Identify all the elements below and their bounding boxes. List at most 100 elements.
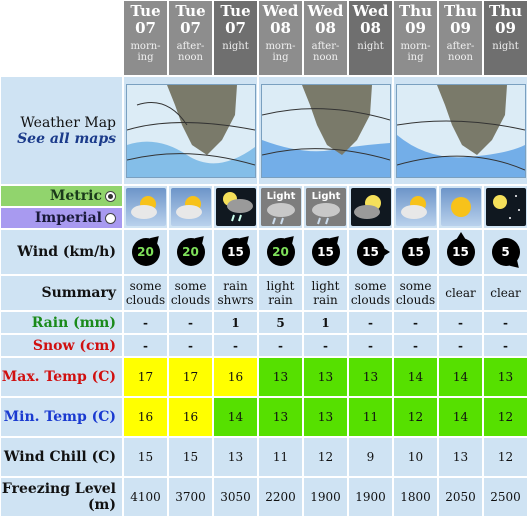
freezing-level-cell: 3050 — [214, 478, 257, 516]
freezing-level-cell: 3700 — [169, 478, 212, 516]
wind-arrow-icon: 20 — [131, 232, 162, 266]
wind-arrow-icon: 15 — [311, 232, 342, 266]
day-date: 07 — [135, 19, 156, 37]
weather-map-graphic — [126, 84, 255, 177]
max-temp-cell: 14 — [394, 358, 437, 396]
weather-map-image[interactable] — [260, 83, 391, 178]
summary-cell: rain shwrs — [214, 276, 257, 310]
wind-arrow-icon: 15 — [446, 232, 475, 266]
weather-map-cell — [259, 77, 392, 184]
snow-cell: - — [214, 335, 257, 356]
day-header: Tue 07 morn-ing — [124, 1, 167, 75]
max-temp-cell: 13 — [349, 358, 392, 396]
day-name: Thu — [444, 2, 477, 20]
light-rain-text: Light — [311, 191, 340, 202]
wind-arrow-icon: 20 — [266, 232, 297, 266]
wind-cell: 20 — [259, 230, 302, 274]
weather-map-image[interactable] — [125, 83, 256, 178]
wind-cell: 20 — [169, 230, 212, 274]
rain-label: Rain (mm) — [1, 312, 122, 333]
rain-cell: - — [169, 312, 212, 333]
imperial-radio[interactable] — [105, 212, 116, 224]
day-header: Wed 08 morn-ing — [259, 1, 302, 75]
day-date: 09 — [405, 19, 426, 37]
min-temp-cell: 16 — [124, 398, 167, 436]
wind-arrow-icon: 20 — [176, 232, 207, 266]
summary-cell: clear — [439, 276, 482, 310]
wind-cell: 15 — [439, 230, 482, 274]
wind-cell: 15 — [349, 230, 392, 274]
day-name: Thu — [489, 2, 522, 20]
day-date: 09 — [450, 19, 471, 37]
day-time: night — [492, 41, 519, 52]
metric-label: Metric — [49, 188, 102, 204]
freezing-level-cell: 1900 — [304, 478, 347, 516]
day-date: 07 — [225, 19, 246, 37]
wind-arrow-icon: 15 — [221, 232, 252, 266]
day-date: 09 — [495, 19, 516, 37]
weather-icon-cell — [124, 186, 167, 228]
day-time: morn-ing — [130, 41, 161, 63]
partly-cloudy-sun-icon — [125, 188, 166, 226]
snow-cell: - — [259, 335, 302, 356]
max-temp-cell: 17 — [169, 358, 212, 396]
see-all-maps-link[interactable]: See all maps — [17, 130, 116, 147]
day-time: night — [222, 41, 249, 52]
partly-cloudy-sun-icon — [395, 188, 436, 226]
day-date: 08 — [360, 19, 381, 37]
wind-chill-cell: 11 — [259, 438, 302, 476]
weather-icon-row: Metric Imperial Light Light — [1, 186, 527, 228]
wind-speed: 15 — [407, 245, 424, 259]
day-header: Tue 07 after-noon — [169, 1, 212, 75]
wind-cell: 15 — [214, 230, 257, 274]
rain-cell: - — [394, 312, 437, 333]
snow-cell: - — [349, 335, 392, 356]
min-temp-cell: 12 — [394, 398, 437, 436]
units-imperial-option[interactable]: Imperial — [1, 208, 122, 228]
day-header: Wed 08 after-noon — [304, 1, 347, 75]
freezing-level-label: Freezing Level (m) — [1, 478, 122, 516]
summary-label: Summary — [1, 276, 122, 310]
day-date: 07 — [180, 19, 201, 37]
light-rain-icon: Light — [260, 188, 301, 226]
freezing-level-cell: 4100 — [124, 478, 167, 516]
freezing-level-cell: 1900 — [349, 478, 392, 516]
weather-icon-cell — [439, 186, 482, 228]
min-temp-cell: 14 — [214, 398, 257, 436]
wind-chill-cell: 12 — [304, 438, 347, 476]
weather-map-row: Weather Map See all maps — [1, 77, 527, 184]
metric-radio[interactable] — [105, 190, 116, 202]
corner-blank — [1, 1, 122, 75]
day-time: after-noon — [446, 41, 475, 63]
min-temp-cell: 16 — [169, 398, 212, 436]
min-temp-cell: 14 — [439, 398, 482, 436]
wind-arrow-icon: 15 — [356, 238, 390, 266]
wind-speed: 15 — [227, 245, 244, 259]
wind-speed: 5 — [501, 245, 510, 259]
min-temp-cell: 13 — [304, 398, 347, 436]
day-time: night — [357, 41, 384, 52]
weather-icon-cell — [394, 186, 437, 228]
partly-cloudy-sun-icon — [170, 188, 211, 226]
max-temp-cell: 16 — [214, 358, 257, 396]
snow-cell: - — [304, 335, 347, 356]
wind-chill-cell: 15 — [124, 438, 167, 476]
weather-map-label: Weather Map See all maps — [1, 77, 122, 184]
snow-label: Snow (cm) — [1, 335, 122, 356]
weather-map-image[interactable] — [395, 83, 526, 178]
weather-map-cell — [394, 77, 527, 184]
wind-cell: 5 — [484, 230, 527, 274]
wind-chill-cell: 9 — [349, 438, 392, 476]
units-cell: Metric Imperial — [1, 186, 122, 228]
wind-cell: 15 — [304, 230, 347, 274]
weather-map-cell — [124, 77, 257, 184]
light-rain-text: Light — [266, 191, 295, 202]
min-temp-cell: 12 — [484, 398, 527, 436]
max-temp-cell: 14 — [439, 358, 482, 396]
units-metric-option[interactable]: Metric — [1, 186, 122, 206]
min-temp-row: Min. Temp (C) 16 16 14 13 13 11 12 14 12 — [1, 398, 527, 436]
freezing-level-cell: 2200 — [259, 478, 302, 516]
summary-cell: light rain — [304, 276, 347, 310]
day-header: Thu 09 night — [484, 1, 527, 75]
